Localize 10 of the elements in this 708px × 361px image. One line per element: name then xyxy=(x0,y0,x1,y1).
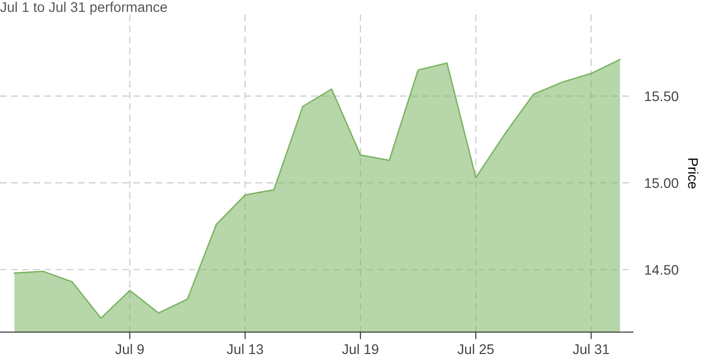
x-tick-label: Jul 31 xyxy=(572,344,609,354)
x-tick-label: Jul 19 xyxy=(342,344,378,354)
y-tick-label: 15.00 xyxy=(645,178,678,188)
y-axis-title: Price xyxy=(688,158,698,188)
chart-title: Jul 1 to Jul 31 performance xyxy=(0,2,167,15)
x-tick-label: Jul 9 xyxy=(115,344,144,354)
y-tick-label: 14.50 xyxy=(645,264,678,275)
x-tick-label: Jul 25 xyxy=(457,344,494,354)
x-tick-label: Jul 13 xyxy=(226,344,264,354)
y-tick-label: 15.50 xyxy=(645,91,678,102)
